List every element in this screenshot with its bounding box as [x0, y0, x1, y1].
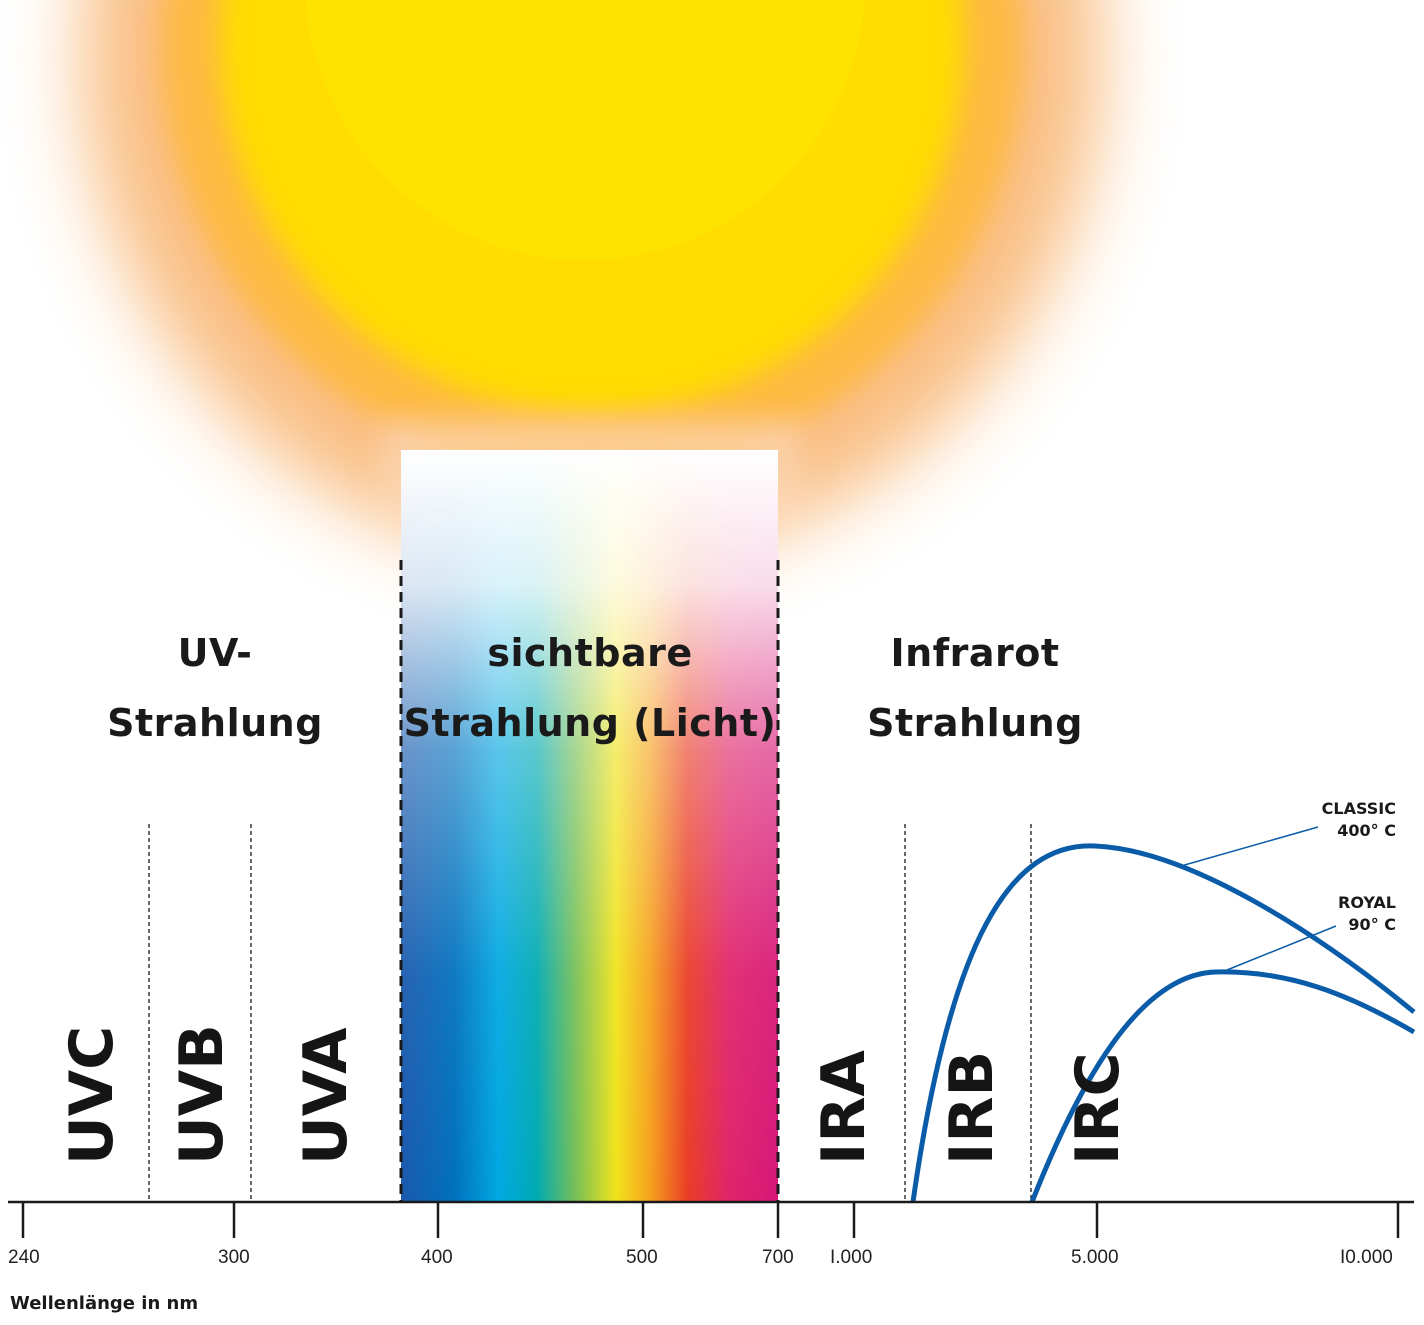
tick-label-700: 700: [762, 1247, 794, 1268]
infrared-region-label: Infrarot Strahlung: [820, 618, 1130, 758]
royal-temp: 90° C: [1348, 915, 1396, 934]
classic-curve-label: CLASSIC 400° C: [1322, 798, 1396, 842]
royal-curve: [1029, 969, 1416, 1203]
royal-leader: [1226, 925, 1337, 971]
axis-ticks: [21, 1202, 1400, 1238]
tick-label-1000: I.000: [830, 1247, 873, 1268]
visible-region-label: sichtbare Strahlung (Licht): [395, 618, 785, 758]
uv-label-line1: UV-: [177, 631, 253, 675]
visible-label-line1: sichtbare: [487, 631, 693, 675]
tick-label-300: 300: [218, 1247, 250, 1268]
visible-spectrum: [380, 420, 800, 1202]
axis-title: Wellenlänge in nm: [10, 1293, 199, 1314]
royal-name: ROYAL: [1338, 893, 1396, 912]
band-irb: IRB: [937, 1050, 1007, 1165]
band-irc: IRC: [1063, 1052, 1133, 1165]
tick-label-240: 240: [8, 1247, 40, 1268]
tick-label-500: 500: [626, 1247, 658, 1268]
uv-region-label: UV- Strahlung: [70, 618, 360, 758]
uv-label-line2: Strahlung: [107, 701, 323, 745]
tick-label-5000: 5.000: [1071, 1247, 1119, 1268]
classic-temp: 400° C: [1337, 821, 1396, 840]
visible-label-line2: Strahlung (Licht): [403, 701, 777, 745]
band-ira: IRA: [809, 1050, 879, 1165]
tick-label-400: 400: [421, 1247, 453, 1268]
classic-leader: [1180, 826, 1319, 867]
band-separators: [148, 824, 1032, 1202]
infrared-label-line2: Strahlung: [867, 701, 1083, 745]
tick-label-10000: I0.000: [1340, 1247, 1393, 1268]
band-uva: UVA: [291, 1027, 361, 1165]
band-uvb: UVB: [167, 1024, 237, 1165]
band-uvc: UVC: [57, 1025, 127, 1165]
sun: [82, 0, 1102, 565]
classic-name: CLASSIC: [1321, 799, 1396, 818]
royal-curve-label: ROYAL 90° C: [1338, 892, 1396, 936]
infrared-label-line1: Infrarot: [890, 631, 1060, 675]
